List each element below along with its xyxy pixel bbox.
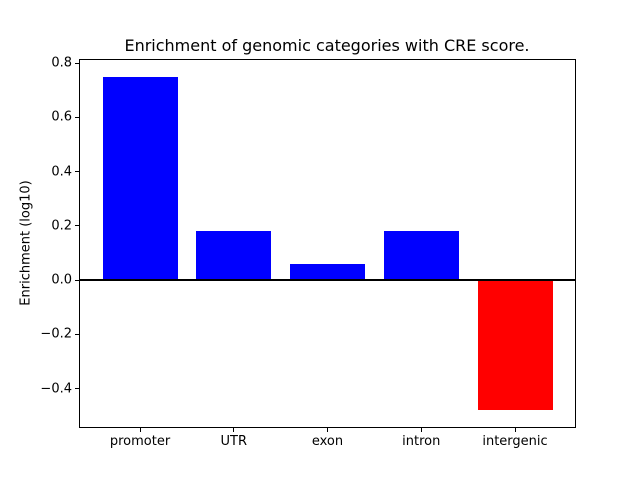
y-tick [75,171,79,173]
x-tick-label: UTR [220,434,248,449]
x-tick-label: intergenic [482,434,548,449]
bar-intergenic [477,280,553,411]
y-tick [75,225,79,227]
chart-title: Enrichment of genomic categories with CR… [124,36,530,55]
bar-exon [290,263,365,281]
zero-line [80,279,575,282]
y-axis-label: Enrichment (log10) [18,180,34,306]
y-tick-label: 0.0 [51,272,72,288]
plot-area: 0.8 0.6 0.4 0.2 0.0 −0.2 −0.4 promoter UTR exon in… [40,57,576,448]
y-tick [75,388,79,390]
bar-UTR [196,231,272,281]
x-tick [233,428,235,432]
y-tick-label: 0.4 [51,164,72,180]
y-tick [75,62,79,64]
x-tick [139,428,141,432]
x-tick [327,428,328,432]
y-tick [75,333,79,335]
bar-promoter [102,76,178,281]
y-tick-label: 0.6 [51,109,72,125]
x-tick-label: promoter [109,434,171,449]
x-tick-label: exon [311,434,344,449]
y-tick-label: −0.4 [40,381,72,397]
x-tick-label: intron [402,434,441,449]
x-tick [420,428,422,432]
y-tick-label: −0.2 [40,326,72,342]
y-tick-label: 0.2 [51,218,72,234]
x-tick [514,428,516,432]
bar-intron [383,231,459,281]
y-tick [75,116,79,118]
y-tick [75,279,79,281]
y-tick-label: 0.8 [51,55,72,71]
